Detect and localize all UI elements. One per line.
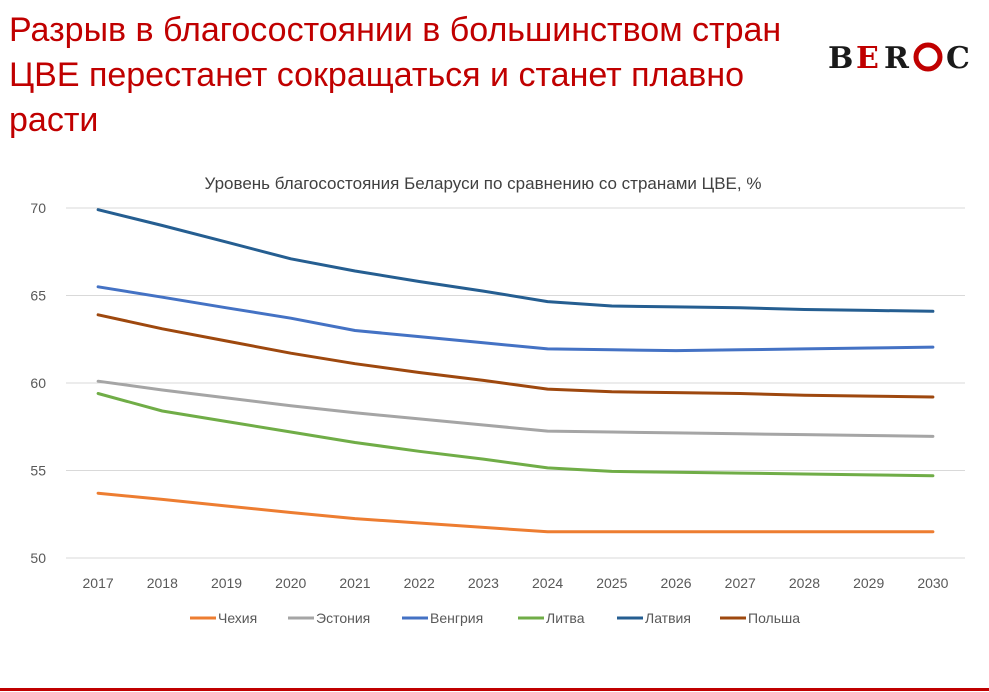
beroc-logo: B E R C [828,41,973,76]
logo-letter-r: R [884,41,912,76]
logo-letter-b: B [828,41,856,76]
series-line-4 [96,392,935,478]
x-tick-label: 2027 [725,575,756,591]
y-tick-label: 50 [30,550,46,566]
legend-item: Латвия [617,610,691,626]
x-tick-label: 2026 [660,575,691,591]
logo-ring-icon [913,42,943,72]
legend-label: Латвия [645,610,691,626]
x-tick-label: 2019 [211,575,242,591]
series-line-3 [96,285,935,353]
y-tick-label: 60 [30,375,46,391]
legend-item: Венгрия [402,610,483,626]
legend-item: Эстония [288,610,370,626]
x-tick-label: 2030 [917,575,948,591]
series-line-5 [96,208,935,313]
x-tick-label: 2025 [596,575,627,591]
x-tick-label: 2029 [853,575,884,591]
slide-title: Разрыв в благосостоянии в большинством с… [9,11,782,139]
legend-label: Эстония [316,610,370,626]
series-line-1 [96,491,935,534]
legend-label: Чехия [218,610,257,626]
legend-item: Польша [720,610,800,626]
y-tick-label: 65 [30,288,46,304]
x-tick-label: 2017 [83,575,114,591]
bottom-divider [0,688,989,691]
legend-item: Литва [518,610,585,626]
x-tick-label: 2028 [789,575,820,591]
legend-label: Литва [546,610,585,626]
legend-item: Чехия [190,610,257,626]
series-line-2 [96,379,935,438]
x-tick-label: 2021 [339,575,370,591]
welfare-line-chart: Уровень благосостояния Беларуси по сравн… [30,174,965,626]
chart-legend: Чехия Эстония Венгрия Литва Латвия Польша [190,610,800,626]
x-tick-label: 2022 [404,575,435,591]
x-tick-label: 2023 [468,575,499,591]
x-tick-label: 2018 [147,575,178,591]
x-tick-label: 2024 [532,575,563,591]
x-tick-label: 2020 [275,575,306,591]
y-tick-label: 55 [30,463,46,479]
series-line-6 [96,313,935,399]
legend-label: Польша [748,610,800,626]
logo-letter-c: C [946,41,973,76]
legend-label: Венгрия [430,610,483,626]
y-tick-label: 70 [30,200,46,216]
chart-series [96,208,935,534]
logo-letter-e: E [856,41,882,76]
chart-gridlines [66,207,965,559]
chart-title: Уровень благосостояния Беларуси по сравн… [205,174,762,193]
y-axis-ticks: 50 55 60 65 70 [30,200,46,566]
x-axis-ticks: 2017 2018 2019 2020 2021 2022 2023 2024 2025 2026… [83,575,949,591]
